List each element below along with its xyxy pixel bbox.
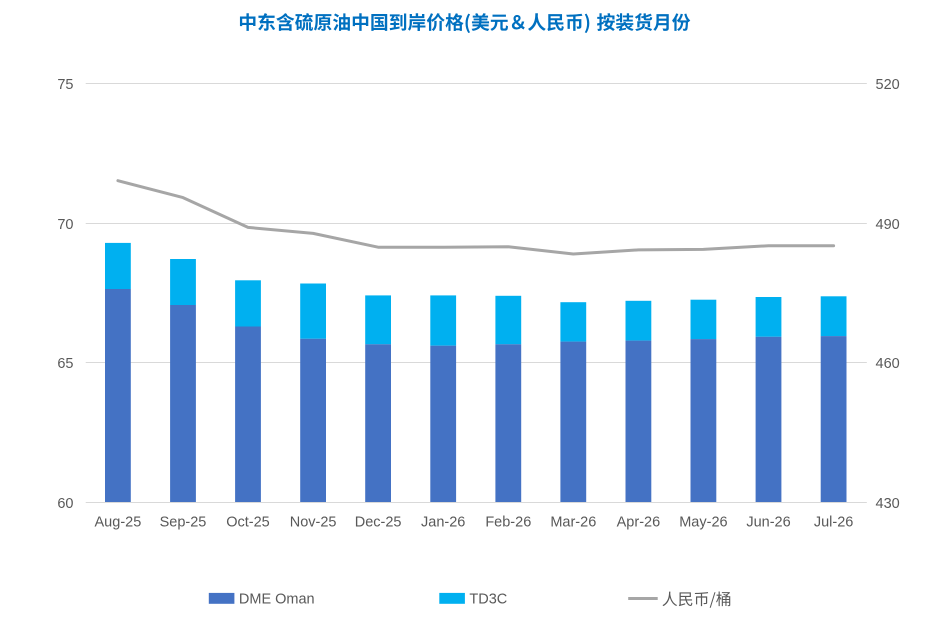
svg-text:TD3C: TD3C <box>469 592 507 608</box>
svg-text:60: 60 <box>57 496 73 512</box>
svg-text:May-26: May-26 <box>679 515 727 531</box>
svg-text:Apr-26: Apr-26 <box>617 515 661 531</box>
svg-text:65: 65 <box>57 356 73 372</box>
svg-text:460: 460 <box>876 356 900 372</box>
svg-text:Feb-26: Feb-26 <box>485 515 531 531</box>
svg-text:Dec-25: Dec-25 <box>355 515 402 531</box>
svg-text:DME Oman: DME Oman <box>239 592 315 608</box>
svg-text:490: 490 <box>876 217 900 233</box>
svg-text:Nov-25: Nov-25 <box>290 515 337 531</box>
svg-text:430: 430 <box>876 496 900 512</box>
svg-text:Mar-26: Mar-26 <box>550 515 596 531</box>
svg-text:Jul-26: Jul-26 <box>814 515 854 531</box>
svg-text:520: 520 <box>876 77 900 93</box>
svg-text:Oct-25: Oct-25 <box>226 515 270 531</box>
svg-text:Aug-25: Aug-25 <box>95 515 142 531</box>
svg-text:Jan-26: Jan-26 <box>421 515 465 531</box>
svg-text:Sep-25: Sep-25 <box>160 515 207 531</box>
svg-text:70: 70 <box>57 217 73 233</box>
svg-text:75: 75 <box>57 77 73 93</box>
svg-text:Jun-26: Jun-26 <box>746 515 790 531</box>
